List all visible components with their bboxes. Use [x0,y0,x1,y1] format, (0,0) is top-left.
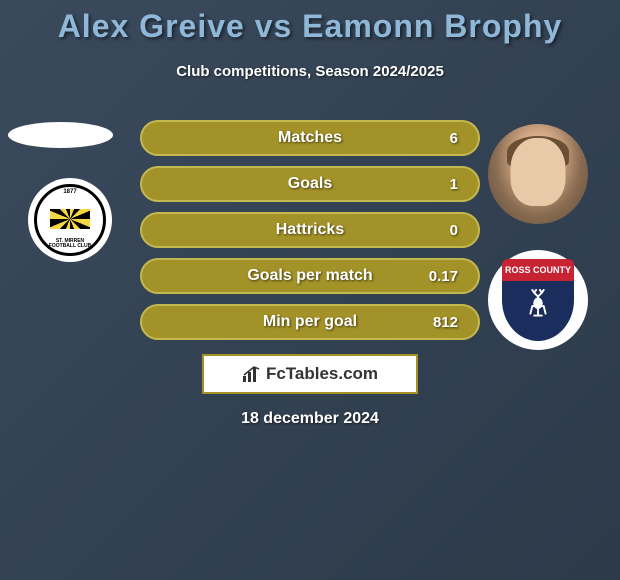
stat-value-right: 812 [433,314,458,331]
stat-bar-matches: Matches 6 [140,120,480,156]
stats-list: Matches 6 Goals 1 Hattricks 0 Goals per … [140,120,480,350]
stat-label: Goals per match [247,267,372,285]
subtitle: Club competitions, Season 2024/2025 [0,63,620,80]
club-badge-left: 1877 ST. MIRRENFOOTBALL CLUB [28,178,112,262]
stat-bar-goals: Goals 1 [140,166,480,202]
badge-year: 1877 [63,189,76,195]
player-right-photo [488,124,588,224]
player-face [511,138,566,206]
st-mirren-badge: 1877 ST. MIRRENFOOTBALL CLUB [34,184,106,256]
stat-label: Matches [278,129,342,147]
ross-badge-header: ROSS COUNTY [502,259,574,281]
badge-checker-pattern [50,209,90,229]
chart-icon [242,366,262,382]
stat-value-right: 6 [450,130,458,147]
ross-county-badge: ROSS COUNTY [502,259,574,341]
player-left-placeholder [8,122,113,148]
stat-value-right: 1 [450,176,458,193]
stat-label: Min per goal [263,313,357,331]
stat-value-right: 0.17 [429,268,458,285]
stat-label: Hattricks [276,221,344,239]
stat-bar-min-per-goal: Min per goal 812 [140,304,480,340]
club-badge-right: ROSS COUNTY [488,250,588,350]
fctables-attribution: FcTables.com [202,354,418,394]
page-title: Alex Greive vs Eamonn Brophy [0,0,620,45]
stat-label: Goals [288,175,332,193]
stag-icon [519,289,557,327]
stat-bar-goals-per-match: Goals per match 0.17 [140,258,480,294]
stat-bar-hattricks: Hattricks 0 [140,212,480,248]
badge-club-name: ST. MIRRENFOOTBALL CLUB [49,239,91,249]
fctables-label: FcTables.com [266,364,378,384]
date-label: 18 december 2024 [0,410,620,428]
stat-value-right: 0 [450,222,458,239]
